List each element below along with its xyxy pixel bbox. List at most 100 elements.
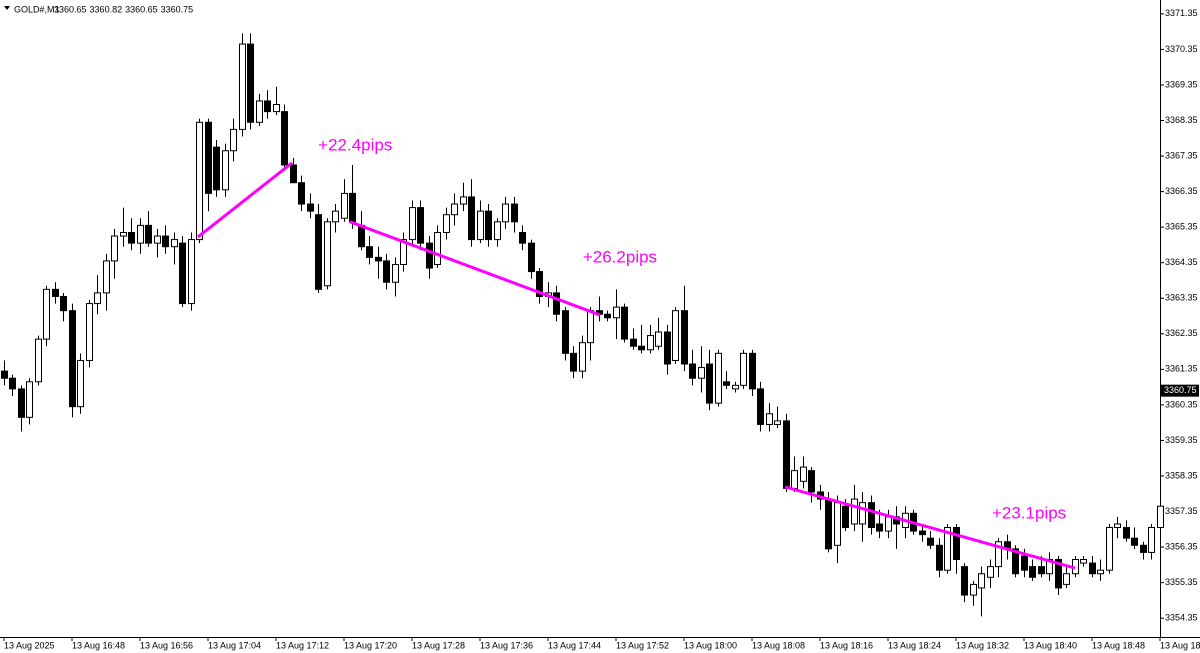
candle-body [196, 121, 203, 241]
x-tick-label: 13 Aug 16:56 [140, 640, 193, 650]
annotation-label: +23.1pips [992, 504, 1066, 523]
trend-line [349, 220, 601, 317]
candle-body [1123, 527, 1130, 539]
candle-body [77, 359, 84, 408]
candle-body [281, 111, 288, 166]
candle-body [222, 150, 229, 191]
x-tick-label: 13 Aug 18:40 [1024, 640, 1077, 650]
price-tag-label: 3360.75 [1164, 385, 1197, 395]
x-tick-label: 13 Aug 16:48 [72, 640, 125, 650]
y-tick-label: 3371.35 [1165, 8, 1198, 18]
candle-body [273, 104, 280, 113]
candle-body [774, 420, 781, 425]
y-tick-label: 3357.35 [1165, 506, 1198, 516]
candle-body [502, 203, 509, 223]
candle-body [375, 256, 382, 262]
candle-body [868, 502, 875, 529]
y-tick-label: 3354.35 [1165, 613, 1198, 623]
candle-body [213, 146, 220, 191]
candle-body [1, 370, 8, 379]
candle-body [247, 43, 254, 123]
x-tick-label: 13 Aug 17:36 [480, 640, 533, 650]
candle-body [162, 235, 169, 248]
candle-body [111, 235, 118, 262]
candle-body [417, 207, 424, 244]
candle-body [978, 573, 985, 589]
y-tick-label: 3360.35 [1165, 399, 1198, 409]
candle-body [876, 523, 883, 532]
candle-body [52, 288, 59, 297]
x-tick-label: 13 Aug 18:48 [1092, 640, 1145, 650]
x-tick-label: 13 Aug 18:16 [820, 640, 873, 650]
candle-body [137, 224, 144, 244]
candle-body [570, 352, 577, 372]
candle-body [970, 583, 977, 596]
candle-body [179, 242, 186, 305]
candle-body [1029, 566, 1036, 578]
candle-body [426, 242, 433, 269]
header-value: 3360.75 [161, 4, 194, 14]
candle-body [672, 310, 679, 361]
candle-body [443, 214, 450, 233]
y-tick-label: 3364.35 [1165, 257, 1198, 267]
candle-body [851, 498, 858, 525]
candle-body [723, 381, 730, 386]
candle-body [613, 306, 620, 319]
candle-body [927, 537, 934, 546]
candle-body [1038, 566, 1045, 575]
y-tick-label: 3358.35 [1165, 470, 1198, 480]
candle-body [528, 242, 535, 273]
candle-body [188, 239, 195, 305]
candle-body [519, 231, 526, 244]
candle-body [562, 310, 569, 354]
trend-line [784, 485, 1076, 570]
candle-body [366, 246, 373, 258]
candle-body [1055, 559, 1062, 589]
candle-body [706, 363, 713, 404]
candle-body [324, 221, 331, 287]
candle-body [936, 544, 943, 571]
y-tick-label: 3355.35 [1165, 577, 1198, 587]
candle-body [1131, 537, 1138, 546]
candle-body [885, 516, 892, 532]
candle-body [834, 502, 841, 546]
candle-body [1148, 527, 1155, 553]
candle-body [69, 310, 76, 408]
candle-body [919, 530, 926, 536]
candle-body [587, 310, 594, 344]
candle-body [256, 100, 263, 123]
candle-body [995, 541, 1002, 568]
candle-body [239, 43, 246, 130]
header-values: 3360.65 3360.82 3360.65 3360.75 [54, 4, 193, 14]
candle-body [128, 231, 135, 244]
candle-body [698, 367, 705, 379]
x-tick-label: 13 Aug 18:24 [888, 640, 941, 650]
candle-body [103, 260, 110, 294]
candle-body [961, 566, 968, 596]
candle-body [86, 303, 93, 361]
annotation-label: +26.2pips [583, 247, 657, 266]
x-tick-label: 13 Aug 18:00 [684, 640, 737, 650]
candle-body [230, 128, 237, 152]
x-tick-label: 13 Aug 18:32 [956, 640, 1009, 650]
candle-body [18, 388, 25, 418]
candle-body [630, 338, 637, 347]
instrument: GOLD#,M1 [14, 4, 60, 14]
candle-body [664, 331, 671, 365]
y-tick-label: 3370.35 [1165, 44, 1198, 54]
x-tick-label: 13 Aug 17:44 [548, 640, 601, 650]
y-tick-label: 3363.35 [1165, 293, 1198, 303]
menu-triangle[interactable] [4, 6, 10, 10]
candle-body [392, 263, 399, 283]
candle-body [485, 210, 492, 241]
candle-body [579, 342, 586, 372]
candle-body [689, 363, 696, 379]
trend-line [196, 161, 294, 239]
candle-body [1012, 548, 1019, 575]
y-tick-label: 3366.35 [1165, 186, 1198, 196]
x-tick-label: 13 Aug 17:28 [412, 640, 465, 650]
candle-body [154, 235, 161, 244]
candle-body [1106, 527, 1113, 571]
candle-body [290, 164, 297, 184]
